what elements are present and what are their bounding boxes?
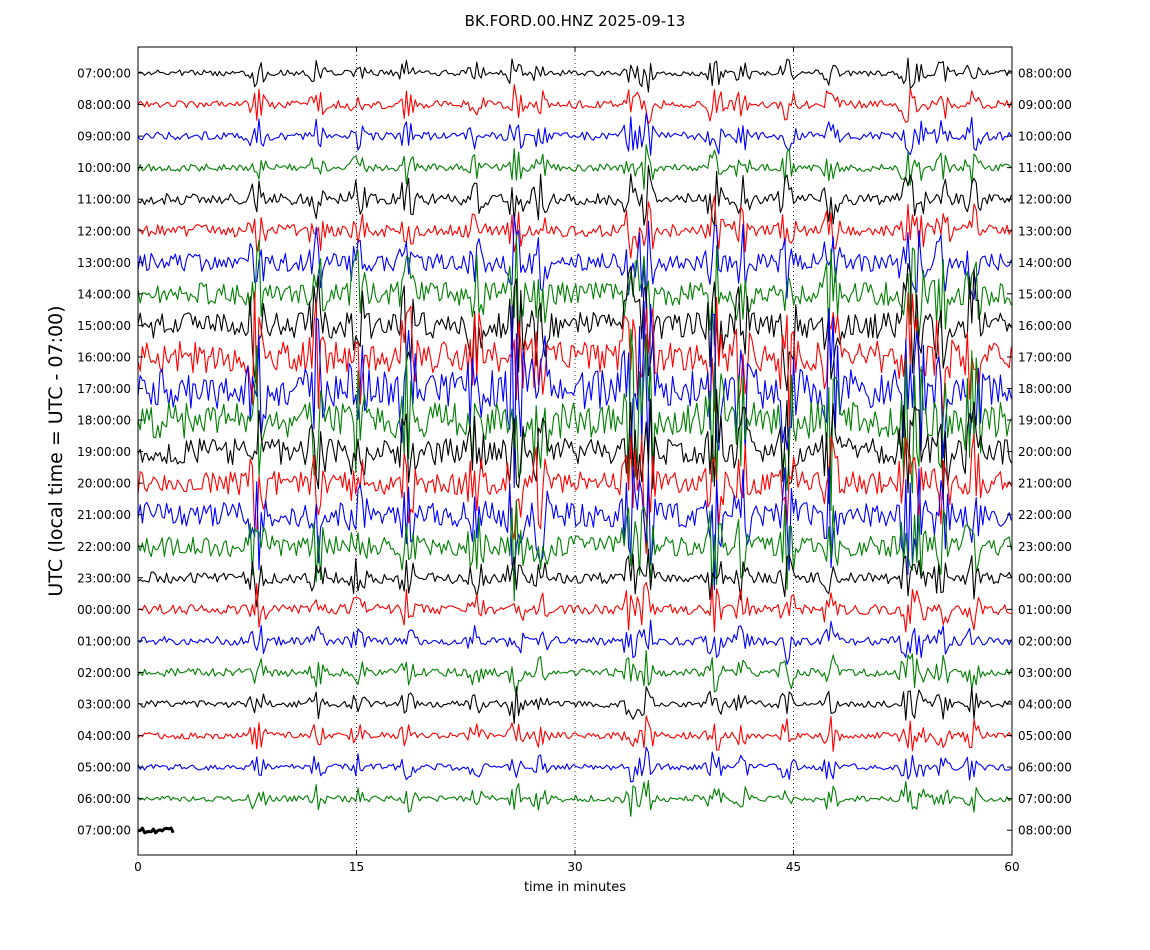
y-label-right-8: 16:00:00 <box>1018 319 1072 333</box>
y-label-right-6: 14:00:00 <box>1018 256 1072 270</box>
y-label-left-19: 02:00:00 <box>77 666 131 680</box>
y-label-right-0: 08:00:00 <box>1018 67 1072 81</box>
y-label-right-4: 12:00:00 <box>1018 193 1072 207</box>
x-tick-label-1: 15 <box>349 860 364 874</box>
y-label-right-22: 06:00:00 <box>1018 761 1072 775</box>
y-label-right-16: 00:00:00 <box>1018 571 1072 585</box>
y-label-left-8: 15:00:00 <box>77 319 131 333</box>
y-label-left-14: 21:00:00 <box>77 508 131 522</box>
y-label-right-5: 13:00:00 <box>1018 224 1072 238</box>
y-axis-label: UTC (local time = UTC - 07:00) <box>45 305 67 596</box>
y-label-right-2: 10:00:00 <box>1018 130 1072 144</box>
y-label-left-22: 05:00:00 <box>77 761 131 775</box>
y-label-right-20: 04:00:00 <box>1018 698 1072 712</box>
y-label-right-1: 09:00:00 <box>1018 98 1072 112</box>
y-label-right-11: 19:00:00 <box>1018 414 1072 428</box>
y-label-left-5: 12:00:00 <box>77 224 131 238</box>
y-label-left-6: 13:00:00 <box>77 256 131 270</box>
y-label-left-17: 00:00:00 <box>77 603 131 617</box>
y-label-left-21: 04:00:00 <box>77 729 131 743</box>
y-label-right-9: 17:00:00 <box>1018 350 1072 364</box>
x-tick-label-3: 45 <box>786 860 801 874</box>
y-label-left-2: 09:00:00 <box>77 130 131 144</box>
y-label-left-15: 22:00:00 <box>77 540 131 554</box>
y-label-left-23: 06:00:00 <box>77 792 131 806</box>
y-label-right-14: 22:00:00 <box>1018 508 1072 522</box>
y-label-left-24: 07:00:00 <box>77 824 131 838</box>
y-label-left-7: 14:00:00 <box>77 287 131 301</box>
y-label-left-12: 19:00:00 <box>77 445 131 459</box>
y-label-right-3: 11:00:00 <box>1018 161 1072 175</box>
y-label-left-3: 10:00:00 <box>77 161 131 175</box>
y-label-right-10: 18:00:00 <box>1018 382 1072 396</box>
y-label-left-18: 01:00:00 <box>77 634 131 648</box>
y-label-left-9: 16:00:00 <box>77 350 131 364</box>
y-label-right-13: 21:00:00 <box>1018 477 1072 491</box>
chart-title: BK.FORD.00.HNZ 2025-09-13 <box>465 12 686 30</box>
y-label-right-12: 20:00:00 <box>1018 445 1072 459</box>
y-label-right-21: 05:00:00 <box>1018 729 1072 743</box>
y-label-right-19: 03:00:00 <box>1018 666 1072 680</box>
x-axis-label: time in minutes <box>524 880 626 895</box>
y-label-right-17: 01:00:00 <box>1018 603 1072 617</box>
y-label-right-15: 23:00:00 <box>1018 540 1072 554</box>
y-label-left-1: 08:00:00 <box>77 98 131 112</box>
y-label-left-4: 11:00:00 <box>77 193 131 207</box>
y-label-right-24: 08:00:00 <box>1018 824 1072 838</box>
y-label-right-23: 07:00:00 <box>1018 792 1072 806</box>
y-label-left-16: 23:00:00 <box>77 571 131 585</box>
y-label-left-13: 20:00:00 <box>77 477 131 491</box>
x-tick-label-2: 30 <box>567 860 582 874</box>
y-label-left-11: 18:00:00 <box>77 414 131 428</box>
y-label-left-0: 07:00:00 <box>77 67 131 81</box>
y-label-right-18: 02:00:00 <box>1018 634 1072 648</box>
y-label-left-10: 17:00:00 <box>77 382 131 396</box>
x-tick-label-4: 60 <box>1004 860 1019 874</box>
x-tick-label-0: 0 <box>134 860 142 874</box>
y-label-right-7: 15:00:00 <box>1018 287 1072 301</box>
y-label-left-20: 03:00:00 <box>77 698 131 712</box>
